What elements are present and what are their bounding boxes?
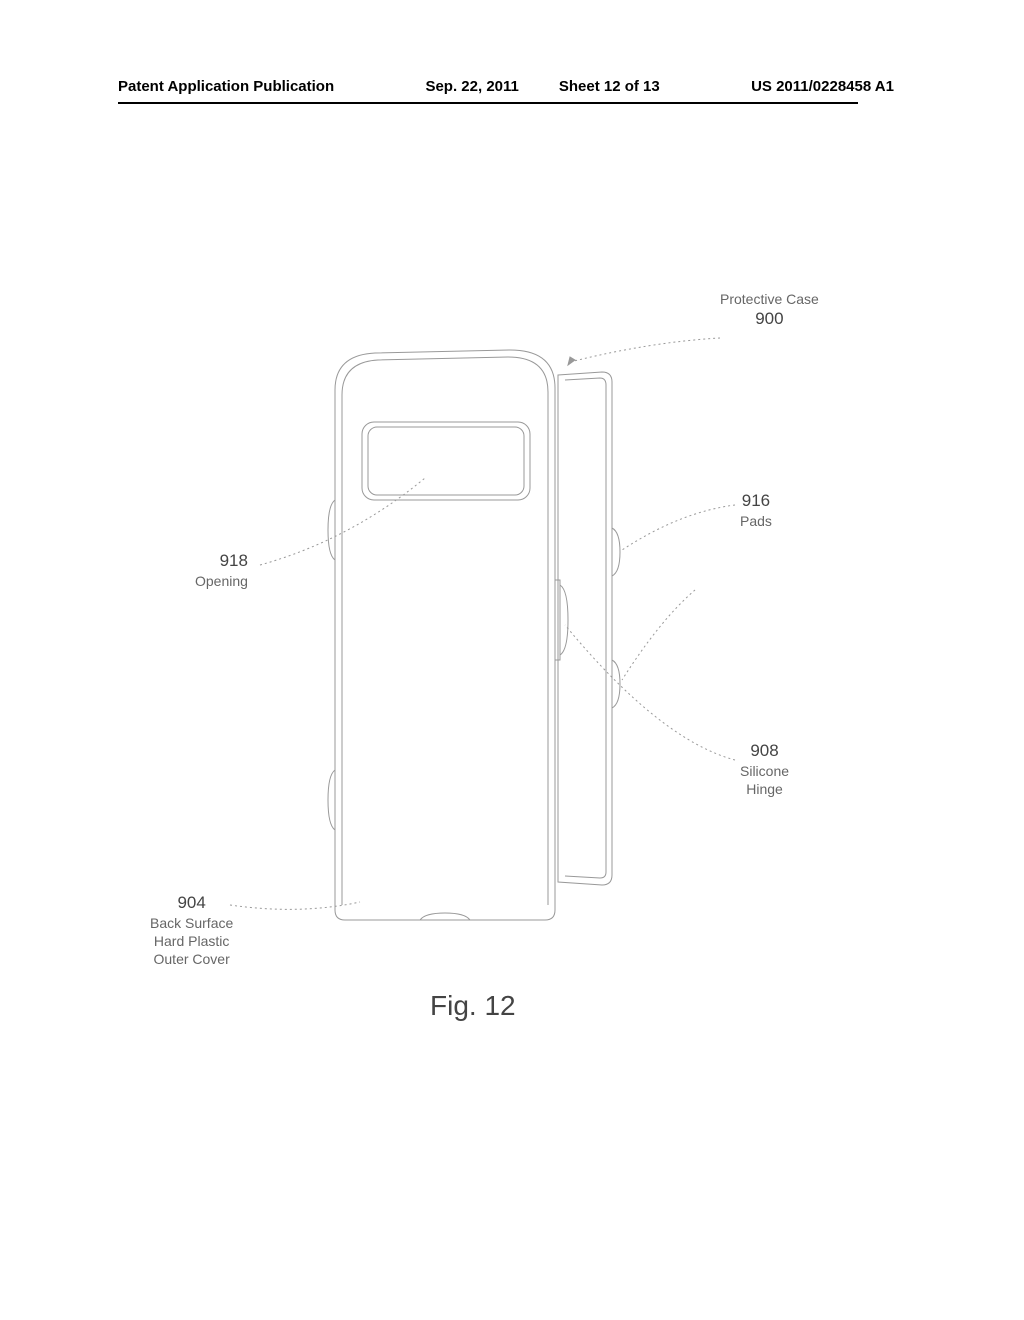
label-908-num: 908	[740, 740, 789, 762]
label-904-text: Back Surface Hard Plastic Outer Cover	[150, 914, 233, 969]
label-916: 916 Pads	[740, 490, 772, 530]
label-916-num: 916	[740, 490, 772, 512]
label-908: 908 Silicone Hinge	[740, 740, 789, 798]
header-pubnum: US 2011/0228458 A1	[751, 78, 894, 95]
figure-container: Protective Case 900 916 Pads 918 Opening…	[0, 280, 1024, 1080]
header-left: Patent Application Publication	[118, 78, 334, 95]
label-900-num: 900	[720, 308, 819, 330]
header-divider	[118, 102, 858, 104]
label-904: 904 Back Surface Hard Plastic Outer Cove…	[150, 892, 233, 969]
label-908-text: Silicone Hinge	[740, 762, 789, 798]
label-916-text: Pads	[740, 512, 772, 530]
header-sheet: Sheet 12 of 13	[559, 78, 660, 95]
header-date: Sep. 22, 2011	[425, 78, 518, 95]
label-918-num: 918	[195, 550, 248, 572]
figure-caption: Fig. 12	[430, 990, 516, 1022]
label-900: Protective Case 900	[720, 290, 819, 330]
label-904-num: 904	[150, 892, 233, 914]
label-918-text: Opening	[195, 572, 248, 590]
label-918: 918 Opening	[195, 550, 248, 590]
label-900-text: Protective Case	[720, 290, 819, 308]
